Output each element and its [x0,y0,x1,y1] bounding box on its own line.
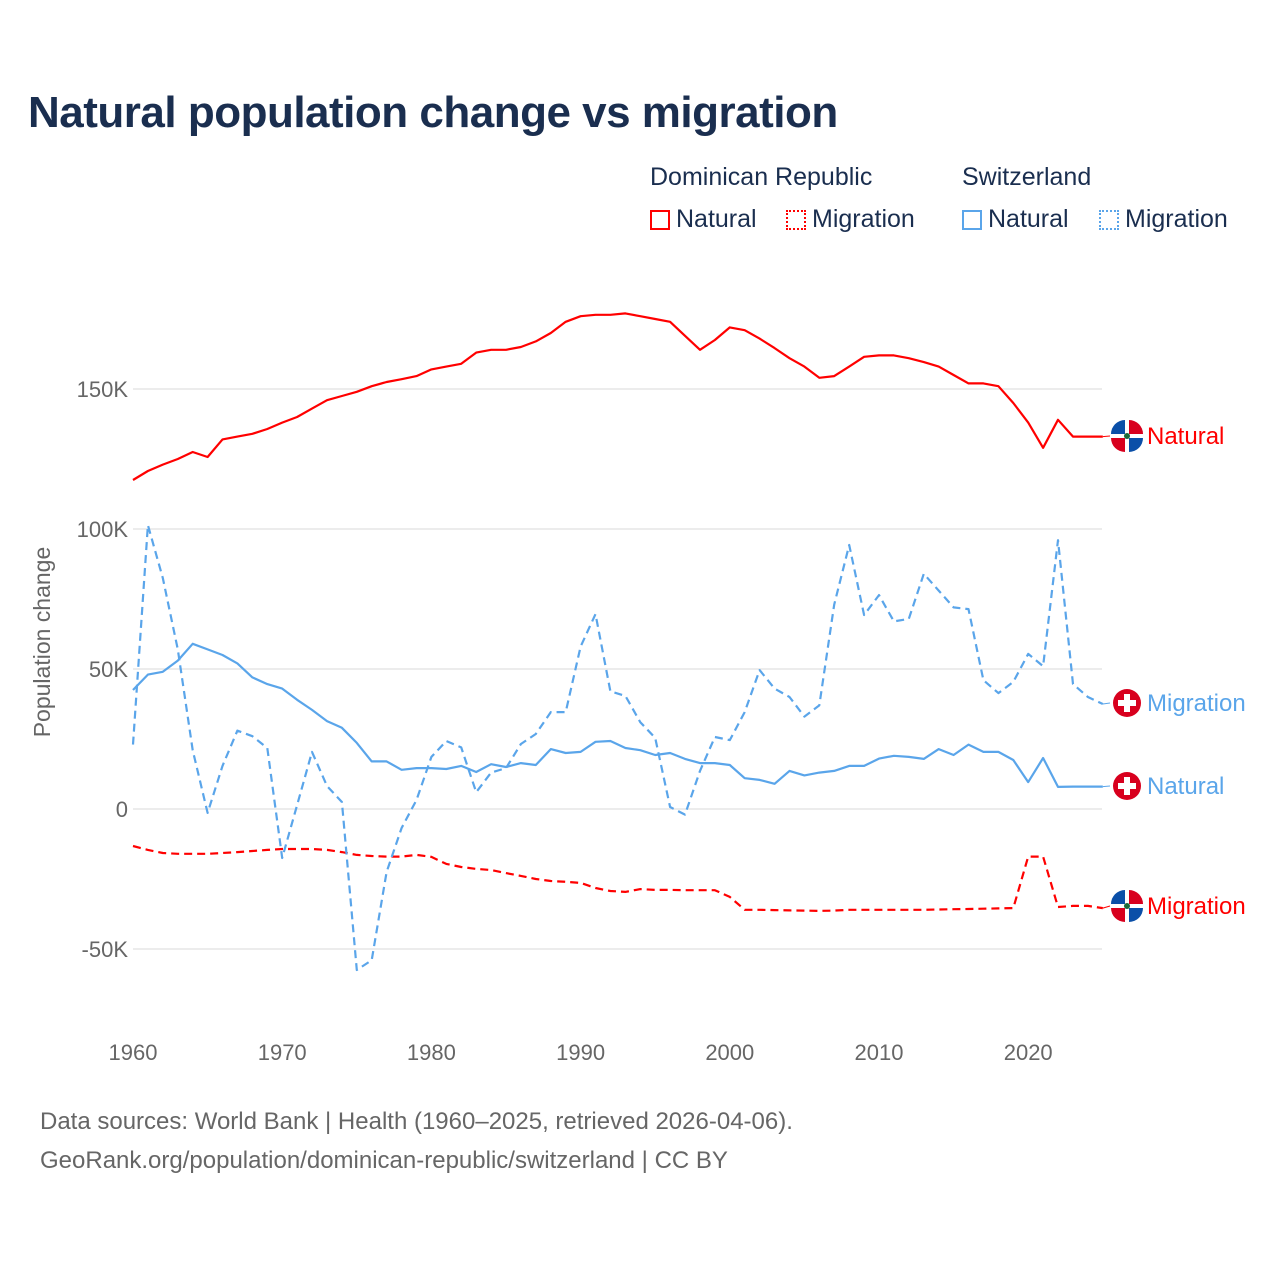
flag-quadrant [1111,420,1125,434]
chart-title: Natural population change vs migration [28,88,838,137]
x-tick-label: 1990 [556,1040,605,1065]
x-tick-label: 2010 [855,1040,904,1065]
legend-swatch-solid-icon [962,209,982,230]
flag-emblem [1124,903,1130,909]
y-axis-label: Population change [29,547,55,738]
footer-sources: Data sources: World Bank | Health (1960–… [40,1108,793,1135]
y-tick-label: 100K [77,517,129,542]
series-line-dominican-republic-migration [132,844,1103,912]
footer-link[interactable]: GeoRank.org/population/dominican-republi… [40,1147,728,1174]
flag-quadrant [1111,908,1125,922]
legend-swatch-dotted-icon [1099,209,1119,230]
label-connector [1102,785,1111,788]
series-line-switzerland-natural [132,642,1103,788]
series-end-label: Natural [1147,773,1224,800]
flag-quadrant [1129,890,1143,904]
switzerland-flag-icon [1113,689,1141,717]
flag-quadrant [1129,438,1143,452]
x-tick-label: 1970 [258,1040,307,1065]
flag-quadrant [1111,890,1125,904]
x-tick-label: 2020 [1004,1040,1053,1065]
label-connector [1102,435,1111,438]
legend-item-ch-natural[interactable]: Natural [962,205,1069,234]
label-connector [1102,905,1111,909]
flag-quadrant [1129,420,1143,434]
series-line-dominican-republic-natural [132,312,1103,481]
legend-group-switzerland: Switzerland [962,163,1092,191]
series-end-label: Migration [1147,893,1246,920]
flag-quadrant [1129,908,1143,922]
dominican-republic-flag-icon [1111,890,1143,922]
y-tick-label: 150K [77,377,129,402]
y-tick-label: 0 [116,797,128,822]
legend-group-dominican-republic: Dominican Republic [650,163,873,191]
label-connector [1102,702,1111,705]
flag-emblem [1124,433,1130,439]
x-tick-label: 1980 [407,1040,456,1065]
x-tick-label: 1960 [109,1040,158,1065]
legend-item-dr-natural[interactable]: Natural [650,205,757,234]
x-tick-label: 2000 [705,1040,754,1065]
legend-item-dr-migration[interactable]: Migration [786,205,915,234]
legend-item-ch-migration[interactable]: Migration [1099,205,1228,234]
legend-swatch-dotted-icon [786,209,806,230]
legend-swatch-solid-icon [650,209,670,230]
series-end-label: Migration [1147,690,1246,717]
dominican-republic-flag-icon [1111,420,1143,452]
series-line-switzerland-migration [131,524,1104,972]
legend-label: Migration [812,205,915,233]
flag-quadrant [1111,438,1125,452]
y-tick-label: -50K [82,937,129,962]
flag-cross [1118,700,1136,706]
y-tick-label: 50K [89,657,128,682]
legend-label: Natural [676,205,757,233]
switzerland-flag-icon [1113,772,1141,800]
series-end-label: Natural [1147,423,1224,450]
flag-cross [1118,783,1136,789]
legend-label: Migration [1125,205,1228,233]
legend-label: Natural [988,205,1069,233]
